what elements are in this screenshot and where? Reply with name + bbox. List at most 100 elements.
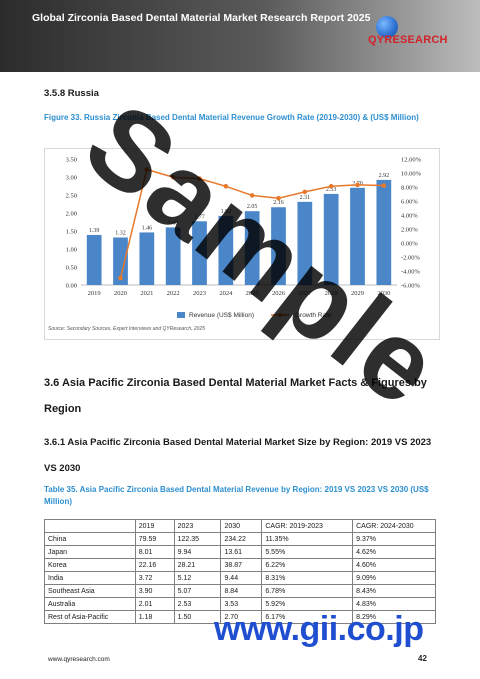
growth-rate-point — [381, 183, 387, 188]
table-cell: 8.43% — [352, 584, 436, 598]
figure-caption: Figure 33. Russia Zirconia Based Dental … — [44, 113, 419, 122]
table-row: Korea 22.16 28.21 38.87 6.22% 4.60% — [44, 558, 436, 572]
table-cell: 4.60% — [352, 558, 436, 572]
table-cell: 3.90 — [134, 584, 175, 598]
x-tick-label: 2029 — [351, 290, 364, 297]
x-tick-label: 2026 — [272, 290, 286, 297]
russia-revenue-chart: 3.50 3.00 2.50 2.00 1.50 1.00 0.50 0.00 12.00% 10… — [44, 148, 440, 340]
table-cell: 6.22% — [261, 558, 354, 572]
section-heading-asia-pacific: 3.6 Asia Pacific Zirconia Based Dental M… — [44, 377, 427, 415]
x-tick-label: 2030 — [377, 290, 390, 297]
table-cell: 1.18 — [134, 610, 175, 624]
x-tick-label: 2025 — [246, 290, 259, 297]
table-cell: 8.31% — [261, 571, 354, 585]
table-cell: 79.59 — [134, 532, 175, 546]
revenue-bar — [350, 187, 365, 285]
table-cell: 9.09% — [352, 571, 436, 585]
table-cell: 5.12 — [173, 571, 222, 585]
growth-rate-point — [118, 275, 123, 281]
growth-rate-point — [302, 189, 308, 195]
table-cell: 13.61 — [220, 545, 263, 559]
y-right-tick-label: 0.00% — [401, 241, 418, 248]
revenue-bar — [192, 221, 207, 285]
revenue-bar — [244, 211, 260, 285]
bar-data-label: 1.77 — [194, 214, 205, 220]
revenue-bar — [139, 232, 155, 285]
x-tick-label: 2021 — [140, 290, 153, 297]
table-cell: 11.35% — [261, 532, 354, 546]
y-right-tick-label: 4.00% — [401, 213, 418, 220]
table-cell: 2.53 — [173, 597, 222, 611]
y-left-tick-label: 3.00 — [66, 175, 77, 182]
y-right-tick-label: 6.00% — [401, 199, 418, 206]
row-label: Southeast Asia — [44, 584, 136, 598]
x-tick-label: 2023 — [193, 290, 206, 297]
bar-data-label: 2.31 — [300, 195, 311, 201]
table-cell: 2019 — [134, 519, 175, 533]
y-left-tick-label: 3.50 — [66, 157, 77, 164]
footer-url: www.qyresearch.com — [48, 656, 110, 663]
row-label: Korea — [44, 558, 136, 572]
growth-rate-point — [170, 174, 176, 180]
revenue-bar — [218, 215, 234, 285]
legend-label-growth: Growth Rate — [295, 312, 332, 319]
revenue-bar — [113, 237, 128, 285]
growth-rate-point — [249, 193, 255, 198]
table-cell: 2.01 — [134, 597, 175, 611]
section-heading-market-size: 3.6.1 Asia Pacific Zirconia Based Dental… — [44, 437, 432, 474]
table-row: India 3.72 5.12 9.44 8.31% 9.09% — [44, 571, 436, 585]
y-left-tick-label: 0.50 — [66, 265, 77, 272]
y-right-tick-label: -2.00% — [401, 255, 421, 262]
row-label: China — [44, 532, 136, 546]
table-cell: 2023 — [173, 519, 222, 533]
y-left-tick-label: 1.50 — [66, 229, 77, 236]
table-cell: 5.07 — [173, 584, 222, 598]
logo-text: QYRESEARCH — [368, 34, 448, 46]
y-right-tick-label: -6.00% — [401, 283, 421, 290]
legend-swatch-revenue — [177, 312, 185, 318]
revenue-bar — [376, 179, 392, 285]
bar-data-label: 1.46 — [142, 225, 153, 231]
table-cell: 4.83% — [352, 597, 436, 611]
revenue-bar — [271, 207, 286, 285]
revenue-bar — [165, 227, 181, 285]
bar-data-label: 2.92 — [379, 173, 390, 179]
y-right-tick-label: -4.00% — [401, 269, 421, 276]
x-tick-label: 2027 — [298, 290, 312, 297]
table-cell: 6.78% — [261, 584, 354, 598]
table-cell: 4.62% — [352, 545, 436, 559]
table-cell: 9.94 — [173, 545, 222, 559]
table-cell: 38.87 — [220, 558, 263, 572]
legend-label-revenue: Revenue (US$ Million) — [189, 312, 254, 319]
table-cell: 9.37% — [352, 532, 436, 546]
table-cell: 3.72 — [134, 571, 175, 585]
table-header-row: 2019 2023 2030 CAGR: 2019-2023 CAGR: 2024-20… — [44, 519, 436, 533]
revenue-bar — [323, 193, 339, 285]
y-right-tick-label: 8.00% — [401, 185, 418, 192]
growth-rate-point — [144, 167, 150, 172]
table-cell: 8.84 — [220, 584, 263, 598]
table-caption: Table 35. Asia Pacific Zirconia Based De… — [44, 485, 429, 506]
table-row: Southeast Asia 3.90 5.07 8.84 6.78% 8.43% — [44, 584, 436, 598]
table-cell: 5.55% — [261, 545, 354, 559]
x-tick-label: 2022 — [167, 290, 180, 297]
growth-rate-point — [223, 184, 229, 189]
x-tick-label: 2024 — [219, 290, 233, 297]
growth-rate-point — [197, 176, 202, 181]
qyresearch-logo: QYRESEARCH — [368, 16, 460, 56]
x-tick-label: 2020 — [114, 290, 127, 297]
y-right-tick-label: 12.00% — [401, 157, 422, 164]
table-row: Rest of Asia-Pacific 1.18 1.50 2.70 6.17% 8.2… — [44, 610, 436, 624]
bar-data-label: 1.92 — [221, 209, 232, 215]
table-row: China 79.59 122.35 234.22 11.35% 9.37% — [44, 532, 436, 546]
table-cell: 3.53 — [220, 597, 263, 611]
section-heading-russia: 3.5.8 Russia — [44, 88, 99, 99]
table-cell: 234.22 — [220, 532, 263, 546]
bar-data-label: 2.05 — [247, 204, 258, 210]
revenue-by-region-table: 2019 2023 2030 CAGR: 2019-2023 CAGR: 2024-20… — [44, 519, 436, 624]
gii-watermark: www.gii.co.jp — [214, 610, 424, 648]
bar-data-label: 1.39 — [89, 228, 100, 234]
table-cell: 22.16 — [134, 558, 175, 572]
chart-svg: 3.50 3.00 2.50 2.00 1.50 1.00 0.50 0.00 12.00% 10… — [66, 157, 422, 320]
table-row: Japan 8.01 9.94 13.61 5.55% 4.62% — [44, 545, 436, 559]
